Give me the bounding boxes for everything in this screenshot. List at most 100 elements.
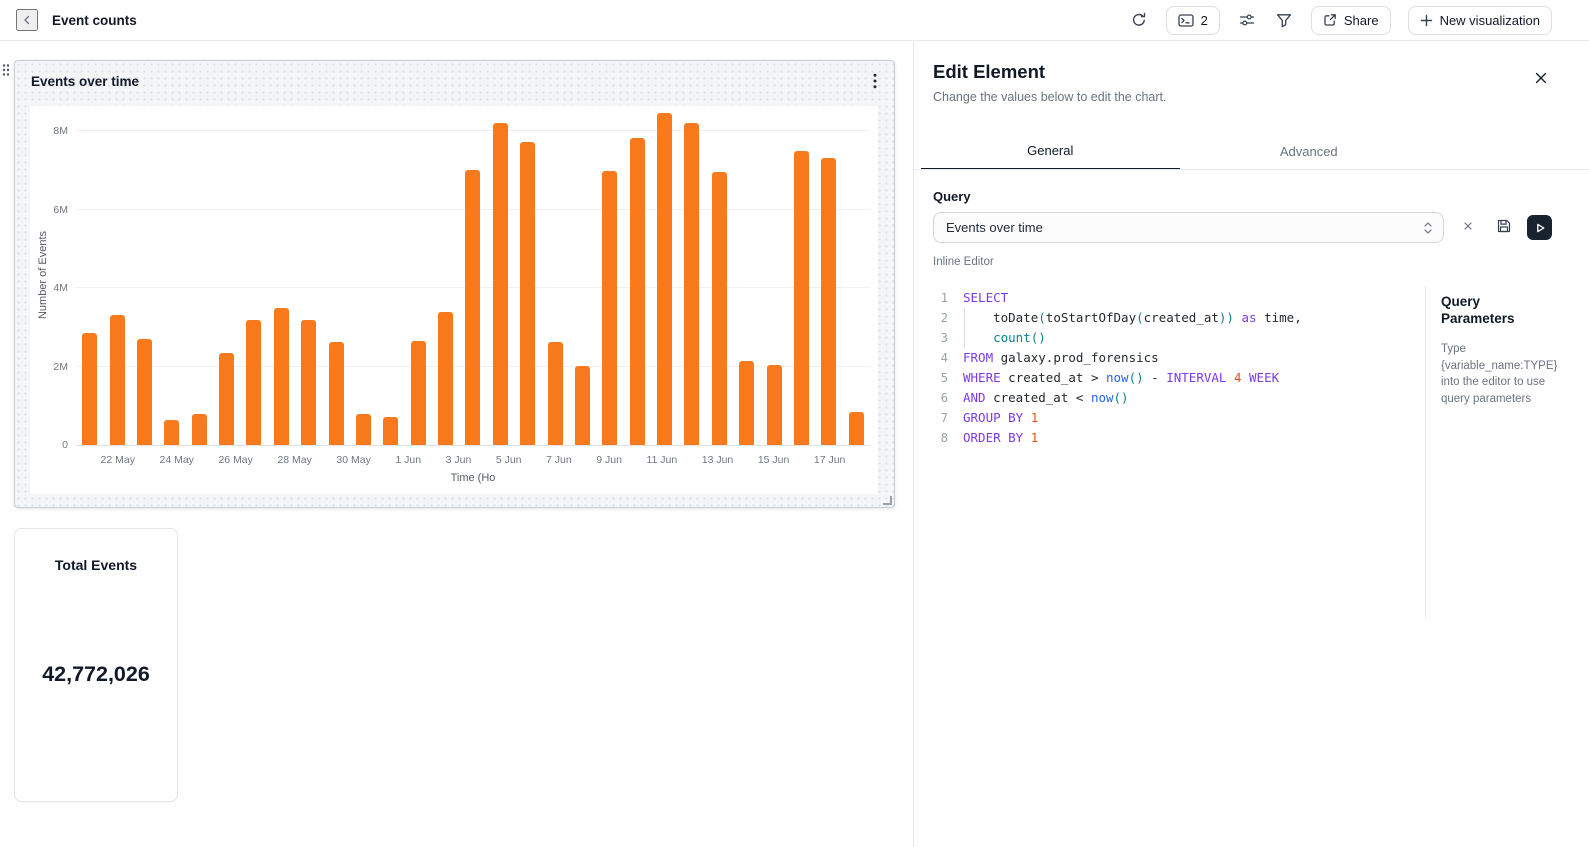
code-token: () <box>1129 368 1144 388</box>
bar[interactable] <box>821 158 836 445</box>
code-token: ( <box>1136 308 1144 328</box>
run-query-button[interactable] <box>1527 215 1552 240</box>
settings-button[interactable] <box>1237 10 1257 30</box>
code-line[interactable]: 6AND created_at < now() <box>933 388 1423 408</box>
queries-count-button[interactable]: 2 <box>1166 6 1220 35</box>
code-token: )) <box>1219 308 1234 328</box>
bar[interactable] <box>301 320 316 445</box>
share-button[interactable]: Share <box>1311 6 1391 35</box>
bar[interactable] <box>411 341 426 445</box>
line-number: 2 <box>933 308 948 328</box>
code-token: as <box>1242 308 1257 328</box>
select-stepper-icon <box>1423 220 1433 236</box>
x-tick-label <box>371 454 396 466</box>
y-tick-label: 0 <box>30 439 68 451</box>
bar[interactable] <box>493 123 508 445</box>
code-token: GROUP BY <box>963 408 1023 428</box>
bar[interactable] <box>767 365 782 445</box>
tab-general[interactable]: General <box>921 133 1180 170</box>
code-token: 1 <box>1031 428 1039 448</box>
bar[interactable] <box>219 353 234 445</box>
x-tick-label: 22 May <box>101 454 135 466</box>
x-tick-label <box>622 454 647 466</box>
clear-query-button[interactable] <box>1462 220 1474 232</box>
sliders-icon <box>1239 12 1255 28</box>
x-tick-label: 5 Jun <box>496 454 522 466</box>
code-line[interactable]: 3 count() <box>933 328 1423 348</box>
bar[interactable] <box>657 113 672 445</box>
code-token: time, <box>1257 308 1302 328</box>
tab-advanced[interactable]: Advanced <box>1180 133 1439 170</box>
panel-title: Edit Element <box>933 61 1045 83</box>
chart-menu-button[interactable] <box>866 71 884 91</box>
x-tick-label: 7 Jun <box>546 454 572 466</box>
code-line[interactable]: 7GROUP BY 1 <box>933 408 1423 428</box>
bar[interactable] <box>164 420 179 446</box>
line-number: 4 <box>933 348 948 368</box>
bar[interactable] <box>329 342 344 445</box>
bar[interactable] <box>438 312 453 445</box>
bar[interactable] <box>110 315 125 445</box>
code-line[interactable]: 2 toDate(toStartOfDay(created_at)) as ti… <box>933 308 1423 328</box>
bar[interactable] <box>712 172 727 445</box>
bar[interactable] <box>849 412 864 445</box>
close-icon <box>1534 71 1548 85</box>
code-line[interactable]: 8ORDER BY 1 <box>933 428 1423 448</box>
bar[interactable] <box>383 417 398 445</box>
bar[interactable] <box>684 123 699 445</box>
sql-editor[interactable]: 1SELECT2 toDate(toStartOfDay(created_at)… <box>933 288 1423 448</box>
code-token <box>1023 428 1031 448</box>
chart-title: Events over time <box>31 74 139 89</box>
bar[interactable] <box>465 170 480 445</box>
bar[interactable] <box>82 333 97 445</box>
x-tick-label: 15 Jun <box>758 454 790 466</box>
inline-editor-label: Inline Editor <box>933 256 994 268</box>
code-line[interactable]: 4FROM galaxy.prod_forensics <box>933 348 1423 368</box>
chart-card[interactable]: Events over time Number of Events 02M4M6… <box>14 60 895 508</box>
bar[interactable] <box>630 138 645 445</box>
bar[interactable] <box>192 414 207 445</box>
close-button[interactable] <box>1530 67 1552 89</box>
tab-divider <box>914 169 1589 170</box>
code-line[interactable]: 5WHERE created_at > now() - INTERVAL 4 W… <box>933 368 1423 388</box>
bar[interactable] <box>794 151 809 445</box>
bar[interactable] <box>246 320 261 445</box>
y-tick-label: 6M <box>30 204 68 216</box>
code-token: () <box>1031 328 1046 348</box>
console-icon <box>1178 13 1194 28</box>
query-select[interactable]: Events over time <box>933 212 1444 243</box>
bar[interactable] <box>575 366 590 445</box>
drag-handle-icon[interactable] <box>2 63 10 77</box>
back-button[interactable] <box>16 9 38 31</box>
plot-area <box>76 106 870 446</box>
total-events-card[interactable]: Total Events 42,772,026 <box>14 528 178 802</box>
x-tick-label: 13 Jun <box>702 454 734 466</box>
page-title: Event counts <box>52 13 137 28</box>
bar[interactable] <box>602 171 617 445</box>
total-events-title: Total Events <box>15 557 177 573</box>
indent-guide <box>964 308 965 348</box>
x-tick-label <box>522 454 547 466</box>
code-line[interactable]: 1SELECT <box>933 288 1423 308</box>
code-token: count <box>993 328 1031 348</box>
bar[interactable] <box>356 414 371 445</box>
bar[interactable] <box>520 142 535 445</box>
bar[interactable] <box>739 361 754 445</box>
code-token <box>963 328 993 348</box>
x-tick-label: 26 May <box>218 454 252 466</box>
x-tick-label: 9 Jun <box>596 454 622 466</box>
bar[interactable] <box>137 339 152 445</box>
chart-plot-surface: Number of Events 02M4M6M8M 22 May24 May2… <box>30 106 878 494</box>
y-tick-label: 2M <box>30 361 68 373</box>
save-query-button[interactable] <box>1496 218 1512 234</box>
bar[interactable] <box>274 308 289 445</box>
resize-handle[interactable] <box>883 496 892 505</box>
share-label: Share <box>1344 13 1379 28</box>
x-tick-label: 24 May <box>160 454 194 466</box>
new-visualization-button[interactable]: New visualization <box>1408 6 1552 35</box>
filter-button[interactable] <box>1274 11 1294 30</box>
edit-element-panel: Edit Element Change the values below to … <box>913 41 1589 847</box>
line-number: 8 <box>933 428 948 448</box>
refresh-button[interactable] <box>1129 10 1149 30</box>
bar[interactable] <box>548 342 563 445</box>
